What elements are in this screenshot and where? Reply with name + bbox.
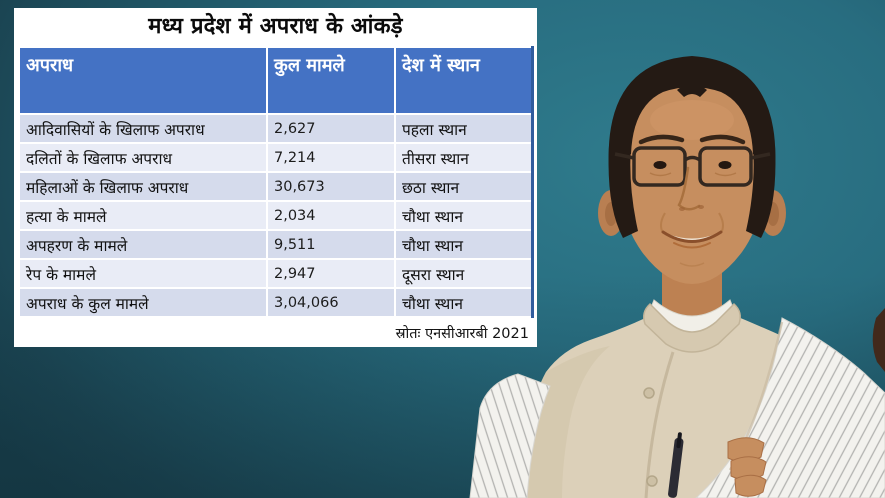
glasses-icon [614,146,771,187]
cases-cell: 30,673 [266,171,396,202]
cases-cell: 7,214 [266,142,396,173]
rank-cell: चौथा स्थान [394,200,533,231]
chair-sliver [872,308,885,372]
crime-cell: हत्या के मामले [18,200,268,231]
rank-cell: पहला स्थान [394,113,533,144]
cases-cell: 2,947 [266,258,396,289]
politician-portrait [469,56,885,498]
pen [668,432,684,498]
table-row: अपहरण के मामले 9,511 चौथा स्थान [18,229,533,260]
mouth [661,230,723,243]
crime-cell: अपहरण के मामले [18,229,268,260]
vest-button [646,475,658,487]
page-title: मध्य प्रदेश में अपराध के आंकड़े [148,14,403,39]
stats-panel: मध्य प्रदेश में अपराध के आंकड़े अपराध कु… [14,8,537,347]
eye-line [714,172,737,177]
column-header-rank-in-country: देश में स्थान [394,46,533,115]
nose [677,166,701,211]
table-row: महिलाओं के खिलाफ अपराध 30,673 छठा स्थान [18,171,533,202]
cases-cell: 9,511 [266,229,396,260]
eyebrow [699,134,746,145]
chin-crease [679,262,705,267]
table-row: हत्या के मामले 2,034 चौथा स्थान [18,200,533,231]
cases-cell: 2,627 [266,113,396,144]
crime-cell: दलितों के खिलाफ अपराध [18,142,268,173]
forehead-highlight [650,100,734,140]
table-row: रेप के मामले 2,947 दूसरा स्थान [18,258,533,289]
column-header-crime: अपराध [18,46,268,115]
smile-line [660,212,666,232]
lower-lip [673,242,711,249]
rank-cell: छठा स्थान [394,171,533,202]
hair [608,56,776,170]
source-attribution: स्रोतः एनसीआरबी 2021 [395,326,529,342]
table-header-row: अपराध कुल मामले देश में स्थान [18,46,533,115]
left-sleeve [469,373,551,498]
cases-cell: 2,034 [266,200,396,231]
crime-cell: रेप के मामले [18,258,268,289]
hand-fingers [727,437,767,497]
table-row: दलितों के खिलाफ अपराध 7,214 तीसरा स्थान [18,142,533,173]
vest-collar [643,302,741,353]
crime-cell: महिलाओं के खिलाफ अपराध [18,171,268,202]
rank-cell: दूसरा स्थान [394,258,533,289]
eye [653,161,667,169]
nostril [679,207,685,211]
crime-table: अपराध कुल मामले देश में स्थान आदिवासियों… [18,46,534,318]
table-row: आदिवासियों के खिलाफ अपराध 2,627 पहला स्थ… [18,113,533,144]
face [616,78,768,284]
smile-line [718,212,724,232]
eye-line [649,172,672,177]
vest-button [643,387,655,399]
column-header-total-cases: कुल मामले [266,46,396,115]
rank-cell: चौथा स्थान [394,287,533,318]
cases-cell: 3,04,066 [266,287,396,318]
rank-cell: चौथा स्थान [394,229,533,260]
crime-table-body: आदिवासियों के खिलाफ अपराध 2,627 पहला स्थ… [18,113,533,318]
sideburn [746,146,776,238]
rank-cell: तीसरा स्थान [394,142,533,173]
eye [718,161,732,169]
crime-cell: अपराध के कुल मामले [18,287,268,318]
crime-cell: आदिवासियों के खिलाफ अपराध [18,113,268,144]
eyebrow [638,134,685,145]
front-hair-tuft [677,84,707,97]
table-row: अपराध के कुल मामले 3,04,066 चौथा स्थान [18,287,533,318]
nostril [698,205,704,209]
sideburn [608,146,638,238]
